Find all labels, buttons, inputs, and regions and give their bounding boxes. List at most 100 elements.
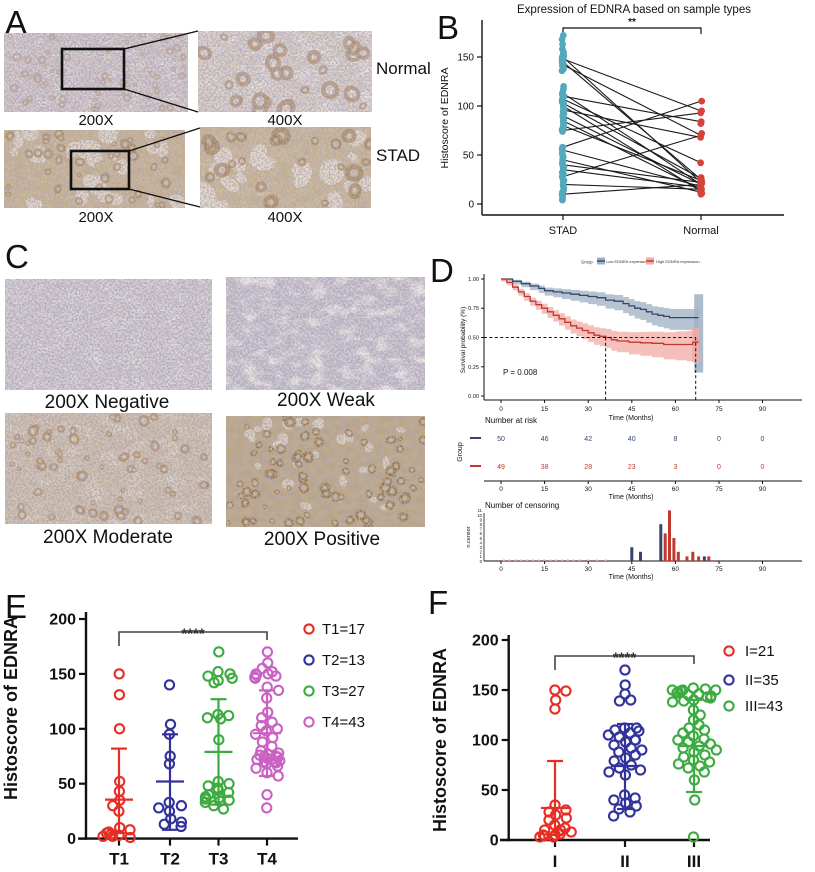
svg-text:High EDNRA expression: High EDNRA expression — [656, 259, 700, 264]
svg-text:**: ** — [628, 17, 636, 28]
svg-text:45: 45 — [628, 406, 636, 413]
svg-text:150: 150 — [457, 53, 474, 64]
svg-text:****: **** — [613, 650, 637, 667]
svg-text:3: 3 — [480, 545, 483, 550]
svg-text:Expression of EDNRA based on s: Expression of EDNRA based on sample type… — [517, 4, 751, 16]
svg-text:15: 15 — [541, 486, 549, 493]
svg-text:T4: T4 — [257, 850, 277, 869]
svg-text:2: 2 — [480, 550, 483, 555]
svg-text:100: 100 — [457, 102, 474, 113]
svg-text:T4=43: T4=43 — [322, 714, 365, 731]
svg-text:6: 6 — [480, 531, 483, 536]
svg-text:0: 0 — [761, 436, 765, 443]
svg-text:0.25: 0.25 — [468, 365, 479, 371]
svg-text:T3: T3 — [209, 850, 229, 869]
svg-text:Histoscore of EDNRA: Histoscore of EDNRA — [1, 616, 21, 800]
svg-text:Histoscore of EDNRA: Histoscore of EDNRA — [430, 648, 450, 832]
svg-text:Group: Group — [581, 260, 593, 265]
svg-text:30: 30 — [585, 406, 593, 413]
svg-text:150: 150 — [49, 666, 76, 683]
svg-text:60: 60 — [672, 566, 680, 573]
svg-text:60: 60 — [672, 486, 680, 493]
svg-text:STAD: STAD — [549, 225, 578, 237]
svg-text:90: 90 — [759, 406, 767, 413]
svg-text:200: 200 — [472, 633, 499, 650]
svg-text:Number of censoring: Number of censoring — [485, 501, 559, 510]
svg-text:45: 45 — [628, 486, 636, 493]
svg-text:15: 15 — [541, 566, 549, 573]
svg-text:Low EDNRA expression: Low EDNRA expression — [606, 259, 649, 264]
svg-text:T3=27: T3=27 — [322, 683, 365, 700]
svg-text:0: 0 — [499, 406, 503, 413]
svg-text:P = 0.008: P = 0.008 — [503, 368, 538, 377]
svg-text:8: 8 — [673, 436, 677, 443]
svg-text:Normal: Normal — [683, 225, 718, 237]
svg-text:Time (Months): Time (Months) — [609, 494, 654, 501]
svg-text:30: 30 — [585, 566, 593, 573]
svg-text:60: 60 — [672, 406, 680, 413]
svg-text:100: 100 — [472, 733, 499, 750]
svg-text:30: 30 — [585, 486, 593, 493]
svg-text:0: 0 — [490, 833, 499, 850]
svg-text:III=43: III=43 — [745, 698, 783, 715]
svg-text:1: 1 — [480, 554, 483, 559]
svg-text:0: 0 — [468, 200, 474, 211]
svg-text:23: 23 — [628, 464, 636, 471]
svg-text:8: 8 — [480, 522, 483, 527]
svg-text:Survival probability (%): Survival probability (%) — [460, 307, 467, 373]
svg-text:28: 28 — [584, 464, 592, 471]
svg-text:5: 5 — [480, 536, 483, 541]
svg-text:0: 0 — [717, 436, 721, 443]
svg-text:50: 50 — [58, 776, 76, 793]
svg-text:200: 200 — [49, 612, 76, 629]
svg-text:1.00: 1.00 — [468, 277, 479, 283]
svg-text:Group: Group — [457, 442, 464, 462]
svg-text:40: 40 — [628, 436, 636, 443]
svg-text:Number at risk: Number at risk — [485, 416, 538, 425]
svg-text:75: 75 — [715, 406, 723, 413]
svg-text:15: 15 — [541, 406, 549, 413]
svg-text:45: 45 — [628, 566, 636, 573]
svg-text:50: 50 — [497, 436, 505, 443]
svg-text:11: 11 — [478, 508, 483, 513]
svg-text:90: 90 — [759, 486, 767, 493]
svg-text:90: 90 — [759, 566, 767, 573]
svg-text:I=21: I=21 — [745, 643, 775, 660]
svg-text:II: II — [620, 852, 629, 871]
svg-text:50: 50 — [481, 783, 499, 800]
svg-text:Time (Months): Time (Months) — [609, 415, 654, 422]
svg-text:3: 3 — [673, 464, 677, 471]
svg-text:0.00: 0.00 — [468, 394, 479, 400]
svg-text:49: 49 — [497, 464, 505, 471]
svg-text:0: 0 — [761, 464, 765, 471]
svg-text:38: 38 — [541, 464, 549, 471]
svg-text:7: 7 — [480, 527, 483, 532]
svg-text:Time (Months): Time (Months) — [609, 574, 654, 581]
svg-text:0: 0 — [717, 464, 721, 471]
svg-text:75: 75 — [715, 566, 723, 573]
svg-text:10: 10 — [477, 513, 482, 518]
svg-text:50: 50 — [463, 151, 475, 162]
svg-text:Histoscore of EDNRA: Histoscore of EDNRA — [439, 68, 451, 169]
svg-text:III: III — [687, 852, 701, 871]
svg-text:T1: T1 — [109, 850, 129, 869]
svg-text:46: 46 — [541, 436, 549, 443]
svg-text:0.75: 0.75 — [468, 306, 479, 312]
svg-text:T1=17: T1=17 — [322, 621, 365, 638]
svg-text:100: 100 — [49, 721, 76, 738]
svg-text:II=35: II=35 — [745, 672, 779, 689]
svg-text:T2: T2 — [160, 850, 180, 869]
svg-text:4: 4 — [480, 540, 483, 545]
svg-text:0: 0 — [499, 566, 503, 573]
svg-text:0: 0 — [499, 486, 503, 493]
svg-text:150: 150 — [472, 683, 499, 700]
svg-text:I: I — [553, 852, 558, 871]
svg-text:9: 9 — [480, 517, 483, 522]
svg-text:n.censor: n.censor — [466, 526, 472, 547]
svg-text:0: 0 — [67, 831, 76, 848]
svg-text:75: 75 — [715, 486, 723, 493]
svg-text:0: 0 — [480, 559, 483, 564]
svg-text:42: 42 — [584, 436, 592, 443]
svg-text:0.50: 0.50 — [468, 336, 479, 342]
svg-text:T2=13: T2=13 — [322, 652, 365, 669]
